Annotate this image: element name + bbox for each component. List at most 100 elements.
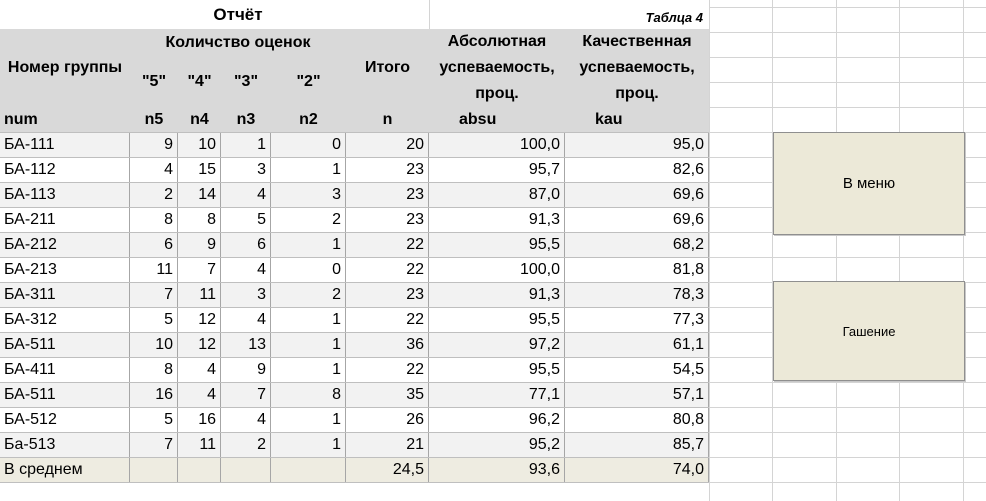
average-cell-n5 (130, 457, 178, 482)
value-cell-n4: 15 (178, 157, 221, 182)
header-quality-progress-line-2: успеваемость, (579, 59, 695, 76)
value-cell-n4: 16 (178, 407, 221, 432)
value-cell-n3: 4 (221, 307, 271, 332)
value-cell-kau: 81,8 (565, 257, 709, 282)
value-cell-n5: 10 (130, 332, 178, 357)
value-cell-n5: 11 (130, 257, 178, 282)
value-cell-n2: 1 (271, 332, 346, 357)
value-cell-n4: 4 (178, 382, 221, 407)
value-cell-n2: 2 (271, 207, 346, 232)
code-n4: n4 (178, 107, 221, 132)
table-row (0, 382, 709, 407)
value-cell-n4: 9 (178, 232, 221, 257)
table-label: Таблца 4 (645, 11, 703, 25)
code-kau: kau (565, 107, 709, 132)
value-cell-n: 21 (346, 432, 429, 457)
value-cell-n2: 0 (271, 257, 346, 282)
group-name-cell: БА-211 (0, 207, 130, 232)
table-row (0, 232, 709, 257)
value-cell-kau: 61,1 (565, 332, 709, 357)
value-cell-n: 23 (346, 182, 429, 207)
value-cell-n5: 16 (130, 382, 178, 407)
value-cell-n2: 8 (271, 382, 346, 407)
value-cell-n5: 6 (130, 232, 178, 257)
value-cell-n4: 12 (178, 332, 221, 357)
average-cell-n: 24,5 (346, 457, 429, 482)
value-cell-n: 20 (346, 132, 429, 157)
average-cell-kau: 74,0 (565, 457, 709, 482)
value-cell-n3: 4 (221, 182, 271, 207)
value-cell-n2: 1 (271, 307, 346, 332)
average-row (0, 457, 709, 482)
value-cell-n5: 2 (130, 182, 178, 207)
value-cell-n3: 1 (221, 132, 271, 157)
average-cell-absu: 93,6 (429, 457, 565, 482)
value-cell-n2: 1 (271, 432, 346, 457)
menu-button[interactable]: В меню (773, 132, 965, 235)
value-cell-absu: 95,5 (429, 232, 565, 257)
value-cell-n5: 7 (130, 432, 178, 457)
value-cell-absu: 100,0 (429, 257, 565, 282)
value-cell-absu: 95,2 (429, 432, 565, 457)
code-n2: n2 (271, 107, 346, 132)
value-cell-absu: 77,1 (429, 382, 565, 407)
value-cell-absu: 96,2 (429, 407, 565, 432)
header-grade-4: "4" (178, 56, 221, 107)
value-cell-n3: 5 (221, 207, 271, 232)
value-cell-n3: 7 (221, 382, 271, 407)
table-row (0, 257, 709, 282)
code-n5: n5 (130, 107, 178, 132)
code-absu: absu (429, 107, 565, 132)
value-cell-n2: 3 (271, 182, 346, 207)
header-quality-progress-line-1: Качественная (582, 33, 692, 50)
value-cell-kau: 57,1 (565, 382, 709, 407)
table-row (0, 207, 709, 232)
value-cell-n3: 6 (221, 232, 271, 257)
header-absolute-progress: Абсолютная успеваемость, проц. (429, 29, 565, 107)
value-cell-n4: 7 (178, 257, 221, 282)
value-cell-n: 35 (346, 382, 429, 407)
table-row (0, 157, 709, 182)
value-cell-absu: 91,3 (429, 282, 565, 307)
value-cell-absu: 95,5 (429, 307, 565, 332)
value-cell-n: 26 (346, 407, 429, 432)
value-cell-n: 22 (346, 232, 429, 257)
header-group-number: Номер группы (0, 29, 130, 107)
code-n: n (346, 107, 429, 132)
value-cell-n: 22 (346, 357, 429, 382)
value-cell-kau: 54,5 (565, 357, 709, 382)
value-cell-n5: 7 (130, 282, 178, 307)
group-name-cell: БА-312 (0, 307, 130, 332)
value-cell-n3: 3 (221, 157, 271, 182)
value-cell-n4: 12 (178, 307, 221, 332)
group-name-cell: БА-212 (0, 232, 130, 257)
table-row (0, 407, 709, 432)
value-cell-n2: 1 (271, 232, 346, 257)
average-cell-n3 (221, 457, 271, 482)
value-cell-kau: 82,6 (565, 157, 709, 182)
value-cell-absu: 95,5 (429, 357, 565, 382)
group-name-cell: Ба-513 (0, 432, 130, 457)
value-cell-kau: 85,7 (565, 432, 709, 457)
value-cell-n2: 1 (271, 407, 346, 432)
value-cell-n3: 4 (221, 257, 271, 282)
header-absolute-progress-line-1: Абсолютная (447, 33, 547, 50)
group-name-cell: БА-411 (0, 357, 130, 382)
group-name-cell: БА-111 (0, 132, 130, 157)
reset-button[interactable]: Гашение (773, 281, 965, 381)
value-cell-absu: 91,3 (429, 207, 565, 232)
table-row (0, 307, 709, 332)
average-cell-n4 (178, 457, 221, 482)
average-cell-n2 (271, 457, 346, 482)
table-row (0, 132, 709, 157)
header-grade-3: "3" (221, 56, 271, 107)
value-cell-n2: 1 (271, 357, 346, 382)
table-row (0, 182, 709, 207)
header-absolute-progress-line-3: проц. (475, 85, 519, 102)
value-cell-n2: 2 (271, 282, 346, 307)
value-cell-kau: 78,3 (565, 282, 709, 307)
code-num: num (0, 107, 130, 132)
header-quality-progress: Качественная успеваемость, проц. (565, 29, 709, 107)
group-name-cell: БА-511 (0, 332, 130, 357)
value-cell-n5: 5 (130, 307, 178, 332)
